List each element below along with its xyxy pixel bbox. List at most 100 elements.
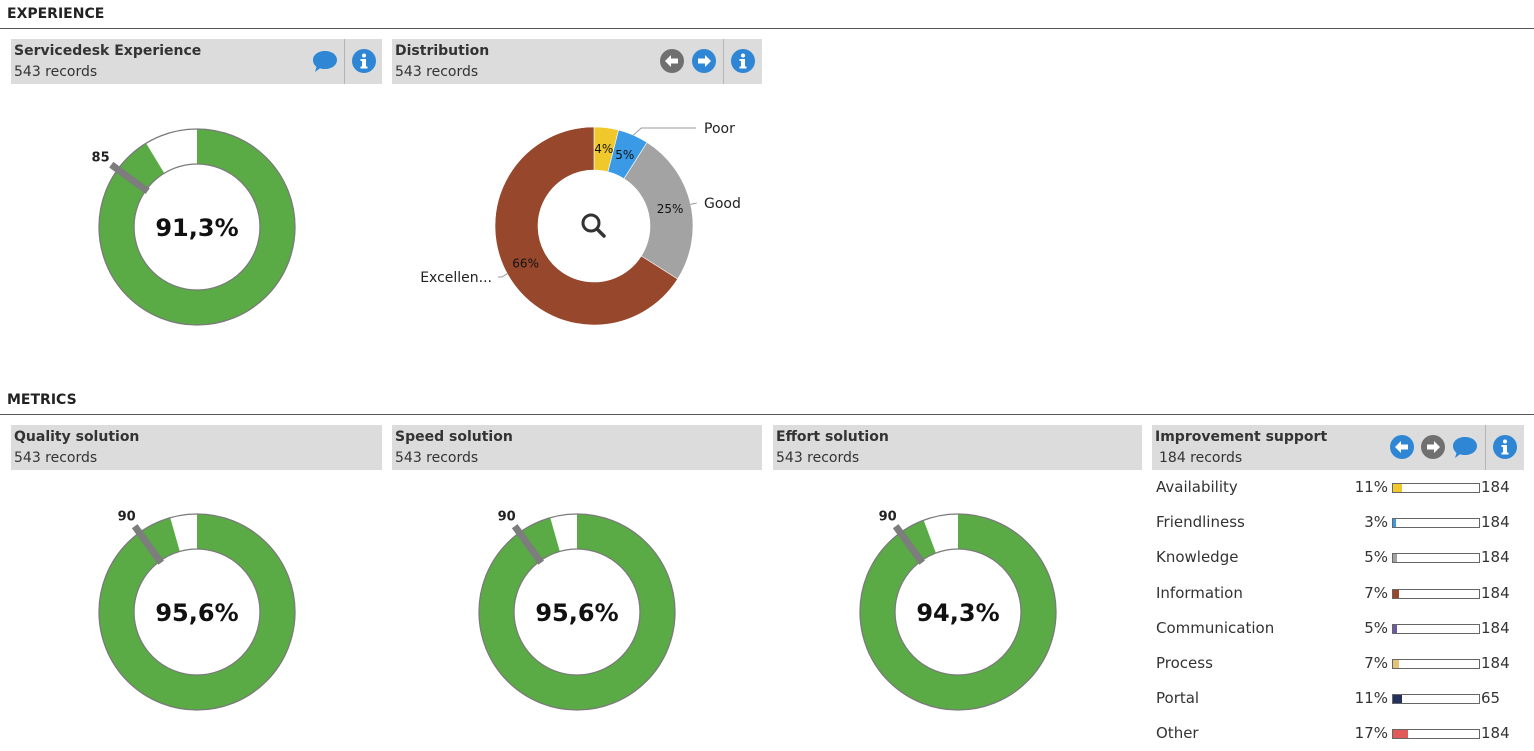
section-title-metrics: METRICS: [7, 392, 77, 408]
improvement-count: 184: [1481, 724, 1510, 742]
improvement-bar-fill: [1393, 484, 1403, 492]
metric-header-quality: Quality solution 543 records: [11, 425, 382, 470]
list-item[interactable]: Other 17% 184: [1156, 724, 1516, 744]
improvement-label: Friendliness: [1156, 513, 1245, 531]
metric-records: 543 records: [14, 450, 98, 466]
improvement-bar-fill: [1393, 519, 1396, 527]
gauge-inner-border: [133, 548, 261, 676]
improvement-bar-fill: [1393, 730, 1408, 738]
distribution-title: Distribution: [395, 43, 490, 59]
arrow-right-icon[interactable]: [691, 48, 717, 74]
donut-slice[interactable]: [494, 126, 679, 326]
gauge-value-label: 95,6%: [535, 599, 618, 627]
info-icon[interactable]: [730, 48, 756, 74]
distribution-records: 543 records: [395, 64, 479, 80]
gauge-outer-border: [478, 513, 676, 711]
gauge-outer-border: [98, 128, 296, 326]
metric-title: Quality solution: [14, 429, 140, 445]
donut-callout-line: [498, 273, 508, 278]
gauge-value-arc: [479, 514, 675, 710]
improvement-bar-fill: [1393, 660, 1400, 668]
improvement-bar: [1392, 589, 1480, 599]
donut-category-label: Poor: [704, 121, 735, 137]
gauge-value-arc: [860, 514, 1057, 710]
donut-percent-label: 25%: [657, 202, 684, 216]
list-item[interactable]: Portal 11% 65: [1156, 689, 1516, 709]
improvement-bar-fill: [1393, 554, 1398, 562]
improvement-bar-fill: [1393, 695, 1403, 703]
metric-header-effort: Effort solution 543 records: [773, 425, 1142, 470]
donut-category-label: Good: [704, 196, 741, 212]
improvement-bar-fill: [1393, 625, 1398, 633]
improvement-label: Other: [1156, 724, 1199, 742]
improvement-label: Information: [1156, 584, 1243, 602]
metric-title: Speed solution: [395, 429, 513, 445]
improvement-title: Improvement support: [1155, 429, 1328, 445]
gauge-outer-border: [98, 513, 296, 711]
improvement-bar-fill: [1393, 590, 1400, 598]
gauge-value-arc: [98, 129, 295, 325]
gauge-outer-border: [859, 513, 1057, 711]
donut-percent-label: 5%: [615, 148, 634, 162]
list-item[interactable]: Knowledge 5% 184: [1156, 548, 1516, 568]
servicedesk-records: 543 records: [14, 64, 98, 80]
improvement-count: 184: [1481, 513, 1510, 531]
search-icon[interactable]: [581, 213, 606, 238]
gauge-target-marker: [892, 524, 925, 565]
improvement-count: 65: [1481, 689, 1501, 707]
improvement-count: 184: [1481, 654, 1510, 672]
improvement-percent: 5%: [1364, 619, 1388, 637]
donut-callout-line: [632, 127, 696, 136]
comment-icon[interactable]: [1452, 434, 1478, 460]
list-item[interactable]: Information 7% 184: [1156, 584, 1516, 604]
improvement-bar: [1392, 659, 1480, 669]
gauge-inner-border: [894, 548, 1022, 676]
improvement-label: Communication: [1156, 619, 1275, 637]
improvement-header: Improvement support 184 records: [1152, 425, 1524, 470]
metric-title: Effort solution: [776, 429, 889, 445]
gauge-target-marker: [511, 524, 544, 565]
improvement-bar: [1392, 518, 1480, 528]
donut-category-label: Excellen...: [420, 270, 492, 286]
header-separator: [723, 39, 724, 84]
donut-callout-line: [690, 202, 697, 205]
gauge-target-label: 90: [879, 510, 897, 525]
list-item[interactable]: Process 7% 184: [1156, 654, 1516, 674]
improvement-label: Knowledge: [1156, 548, 1239, 566]
gauge-inner-border: [513, 548, 641, 676]
info-icon[interactable]: [1492, 434, 1518, 460]
improvement-bar: [1392, 729, 1480, 739]
improvement-percent: 3%: [1364, 513, 1388, 531]
gauge-inner-border: [133, 163, 261, 291]
distribution-header: Distribution 543 records: [392, 39, 762, 84]
arrow-left-icon[interactable]: [1389, 434, 1415, 460]
metric-records: 543 records: [395, 450, 479, 466]
list-item[interactable]: Availability 11% 184: [1156, 478, 1516, 498]
gauge-value-label: 95,6%: [155, 599, 238, 627]
gauge-target-label: 90: [498, 510, 516, 525]
improvement-label: Process: [1156, 654, 1213, 672]
improvement-count: 184: [1481, 478, 1510, 496]
section-title-experience: EXPERIENCE: [7, 6, 105, 22]
arrow-right-icon[interactable]: [1420, 434, 1446, 460]
info-icon[interactable]: [351, 48, 377, 74]
list-item[interactable]: Communication 5% 184: [1156, 619, 1516, 639]
gauge-value-label: 91,3%: [155, 214, 238, 242]
arrow-left-icon[interactable]: [659, 48, 685, 74]
improvement-label: Availability: [1156, 478, 1238, 496]
improvement-count: 184: [1481, 584, 1510, 602]
comment-icon[interactable]: [312, 48, 338, 74]
header-separator: [344, 39, 345, 84]
metric-records: 543 records: [776, 450, 860, 466]
improvement-count: 184: [1481, 619, 1510, 637]
list-item[interactable]: Friendliness 3% 184: [1156, 513, 1516, 533]
donut-percent-label: 4%: [594, 142, 613, 156]
gauge-target-label: 85: [92, 151, 110, 166]
improvement-count: 184: [1481, 548, 1510, 566]
servicedesk-title: Servicedesk Experience: [14, 43, 202, 59]
